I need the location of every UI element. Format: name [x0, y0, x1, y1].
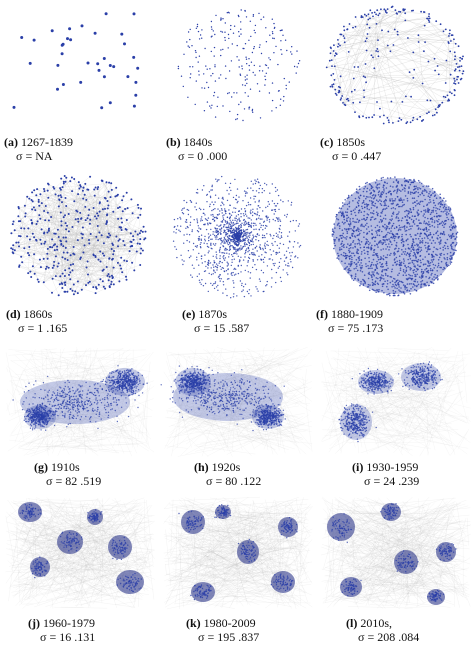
panel-sigma: σ = 82 .519: [46, 474, 102, 488]
panel-sigma: σ = 1 .165: [18, 321, 68, 335]
network-graph-b: [177, 9, 301, 122]
caption-k: (k) 1980-2009 σ = 195 .837: [186, 616, 259, 644]
network-graph-c: [325, 5, 465, 125]
network-panel-l: (l) 2010s, σ = 208 .084: [316, 492, 474, 647]
panel-label: (l): [346, 616, 358, 630]
panel-sigma: σ = 80 .122: [206, 474, 262, 488]
panel-sigma: σ = 16 .131: [40, 630, 96, 644]
panel-label: (h): [194, 460, 209, 474]
caption-f: (f) 1880-1909 σ = 75 .173: [316, 307, 383, 335]
panel-label: (f): [316, 307, 328, 321]
panel-period: 1910s: [51, 460, 80, 474]
panel-period: 1960-1979: [43, 616, 95, 630]
panel-period: 1870s: [198, 307, 227, 321]
network-panel-f: (f) 1880-1909 σ = 75 .173: [316, 168, 474, 338]
panel-label: (e): [182, 307, 196, 321]
network-graph-h: [160, 347, 313, 457]
panel-label: (j): [28, 616, 40, 630]
network-panel-a: (a) 1267-1839 σ = NA: [0, 0, 158, 165]
panel-sigma: σ = 0 .447: [332, 149, 382, 163]
panel-sigma: σ = 208 .084: [358, 630, 420, 644]
caption-a: (a) 1267-1839 σ = NA: [4, 135, 73, 163]
panel-sigma: σ = 0 .000: [178, 149, 228, 163]
panel-period: 1920s: [211, 460, 241, 474]
network-graph-f: [331, 176, 459, 297]
panel-period: 2010s,: [360, 616, 392, 630]
panel-sigma: σ = 15 .587: [194, 321, 250, 335]
caption-j: (j) 1960-1979 σ = 16 .131: [28, 616, 95, 644]
network-panel-e: (e) 1870s σ = 15 .587: [158, 168, 316, 338]
panel-period: 1880-1909: [331, 307, 383, 321]
panel-period: 1980-2009: [203, 616, 256, 630]
panel-label: (k): [186, 616, 201, 630]
network-graph-l: [321, 496, 472, 609]
network-panel-c: (c) 1850s σ = 0 .447: [316, 0, 474, 165]
caption-l: (l) 2010s, σ = 208 .084: [346, 616, 419, 644]
caption-b: (b) 1840s σ = 0 .000: [166, 135, 227, 163]
panel-label: (a): [4, 135, 18, 149]
caption-g: (g) 1910s σ = 82 .519: [34, 460, 101, 488]
caption-d: (d) 1860s σ = 1 .165: [6, 307, 67, 335]
network-panel-g: (g) 1910s σ = 82 .519: [0, 342, 158, 492]
panel-label: (c): [320, 135, 334, 149]
network-panel-i: (i) 1930-1959 σ = 24 .239: [316, 342, 474, 492]
panel-sigma: σ = 195 .837: [198, 630, 260, 644]
network-graph-i: [321, 347, 471, 457]
panel-label: (i): [352, 460, 364, 474]
network-graph-a: [12, 12, 140, 110]
network-graph-d: [10, 175, 147, 297]
network-panel-j: (j) 1960-1979 σ = 16 .131: [0, 492, 158, 647]
panel-period: 1840s: [183, 135, 213, 149]
caption-e: (e) 1870s σ = 15 .587: [182, 307, 249, 335]
network-graph-j: [5, 497, 156, 609]
panel-label: (d): [6, 307, 21, 321]
caption-h: (h) 1920s σ = 80 .122: [194, 460, 261, 488]
network-panel-k: (k) 1980-2009 σ = 195 .837: [158, 492, 316, 647]
network-panel-h: (h) 1920s σ = 80 .122: [158, 342, 316, 492]
network-graph-e: [172, 175, 302, 299]
network-panel-b: (b) 1840s σ = 0 .000: [158, 0, 316, 165]
panel-sigma: σ = NA: [16, 149, 53, 163]
panel-period: 1267-1839: [21, 135, 73, 149]
caption-c: (c) 1850s σ = 0 .447: [320, 135, 381, 163]
network-graph-k: [163, 496, 313, 610]
panel-period: 1850s: [336, 135, 365, 149]
panel-label: (g): [34, 460, 48, 474]
panel-period: 1860s: [23, 307, 53, 321]
network-panel-d: (d) 1860s σ = 1 .165: [0, 168, 158, 338]
network-graph-g: [5, 347, 155, 457]
panel-period: 1930-1959: [366, 460, 419, 474]
panel-label: (b): [166, 135, 181, 149]
caption-i: (i) 1930-1959 σ = 24 .239: [352, 460, 419, 488]
panel-sigma: σ = 24 .239: [364, 474, 420, 488]
panel-sigma: σ = 75 .173: [328, 321, 384, 335]
